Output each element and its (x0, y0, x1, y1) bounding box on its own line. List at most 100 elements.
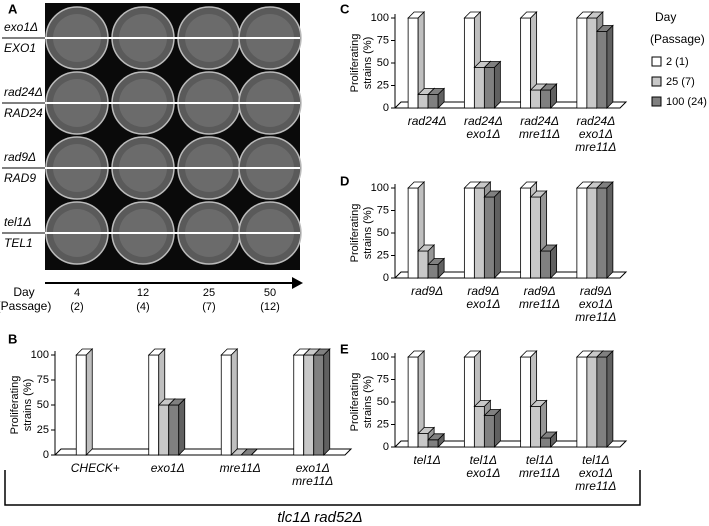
genotype-bracket (4, 470, 641, 506)
x-tick-label: rad9Δ (580, 284, 612, 298)
bar-side (606, 350, 614, 448)
y-tick-label: 100 (371, 12, 389, 24)
x-tick-label: mre11Δ (575, 479, 616, 493)
y-tick-label: 25 (377, 418, 389, 430)
bar (427, 87, 446, 109)
x-tick-label: exo1Δ (579, 297, 613, 311)
day-axis-title: Day (13, 285, 34, 299)
x-tick-label: mre11Δ (519, 297, 560, 311)
bar-front (473, 67, 485, 109)
bar-side (178, 398, 186, 456)
day-label: 4 (74, 287, 80, 299)
panel-letter: C (340, 1, 350, 16)
y-tick-label: 75 (377, 34, 389, 46)
bar-front (586, 356, 598, 448)
bar-side (85, 348, 93, 456)
bar (75, 348, 94, 456)
bar-side (437, 87, 445, 109)
legend-label: 2 (1) (666, 56, 689, 68)
x-tick-label: exo1Δ (579, 466, 613, 480)
bar-front (596, 187, 608, 279)
bar-front (75, 354, 87, 456)
bar-front (407, 187, 419, 279)
y-tick-label: 50 (377, 57, 389, 69)
row-label-bottom: RAD9 (4, 171, 36, 185)
bar-front (463, 356, 475, 448)
bar-side (493, 190, 501, 279)
legend-swatch (651, 56, 662, 67)
y-axis-title: strains (%) (22, 379, 34, 432)
bar-side (250, 448, 258, 456)
x-tick-label: tel1Δ (413, 453, 440, 467)
y-tick-label: 50 (377, 396, 389, 408)
bar-front (417, 433, 429, 448)
y-tick-label: 0 (383, 441, 389, 453)
bar-front (576, 356, 588, 448)
y-tick-label: 75 (377, 204, 389, 216)
bar-front (483, 196, 495, 279)
y-axis-title: Proliferating (349, 373, 361, 432)
genotype-label: tlc1Δ rad52Δ (277, 509, 362, 526)
bar-front (293, 354, 305, 456)
bar-front (407, 17, 419, 109)
bar-front (407, 356, 419, 448)
legend-swatch (651, 76, 662, 87)
x-tick-label: rad9Δ (467, 284, 499, 298)
bar-front (463, 187, 475, 279)
bar-front (586, 187, 598, 279)
bar-side (606, 24, 614, 109)
bar-front (417, 94, 429, 109)
x-tick-label: mre11Δ (220, 461, 261, 475)
bar (167, 398, 186, 456)
bar-front (168, 404, 180, 456)
passage-label: (2) (70, 301, 83, 313)
y-axis-title: strains (%) (362, 376, 374, 429)
x-tick-label: exo1Δ (466, 127, 500, 141)
bar-front (596, 356, 608, 448)
y-axis-title: Proliferating (349, 204, 361, 263)
x-tick-label: tel1Δ (470, 453, 497, 467)
x-tick-label: mre11Δ (575, 310, 616, 324)
bar (519, 11, 538, 109)
bar-side (550, 244, 558, 279)
row-label-top: exo1Δ (4, 20, 38, 34)
bar (539, 83, 558, 109)
bar-front (520, 17, 532, 109)
x-tick-label: exo1Δ (151, 461, 185, 475)
day-arrow (292, 277, 303, 289)
bar-side (323, 348, 331, 456)
y-tick-label: 75 (377, 373, 389, 385)
bar-front (483, 415, 495, 448)
x-tick-label: rad24Δ (464, 114, 503, 128)
x-tick-label: rad9Δ (524, 284, 556, 298)
bar-front (483, 67, 495, 109)
legend-swatch (651, 96, 662, 107)
bar-front (148, 354, 160, 456)
bar-side (550, 431, 558, 448)
x-tick-label: mre11Δ (519, 466, 560, 480)
bar-front (576, 17, 588, 109)
row-label-bottom: RAD24 (4, 106, 43, 120)
bar-side (493, 408, 501, 448)
bar-front (576, 187, 588, 279)
y-tick-label: 75 (37, 374, 49, 386)
bar (427, 432, 446, 448)
bar-front (463, 17, 475, 109)
bar-front (520, 356, 532, 448)
bar-front (417, 250, 429, 279)
bar (595, 181, 614, 279)
x-tick-label: rad24Δ (520, 114, 559, 128)
day-axis-title: (Passage) (0, 299, 51, 313)
x-tick-label: tel1Δ (582, 453, 609, 467)
panel-letter: A (8, 1, 18, 16)
x-tick-label: exo1Δ (579, 127, 613, 141)
row-label-top: tel1Δ (4, 215, 31, 229)
y-tick-label: 25 (37, 424, 49, 436)
bar-side (493, 60, 501, 109)
y-tick-label: 0 (383, 102, 389, 114)
row-label-bottom: TEL1 (4, 236, 33, 250)
row-label-bottom: EXO1 (4, 41, 36, 55)
bar-front (530, 406, 542, 448)
y-tick-label: 25 (377, 249, 389, 261)
